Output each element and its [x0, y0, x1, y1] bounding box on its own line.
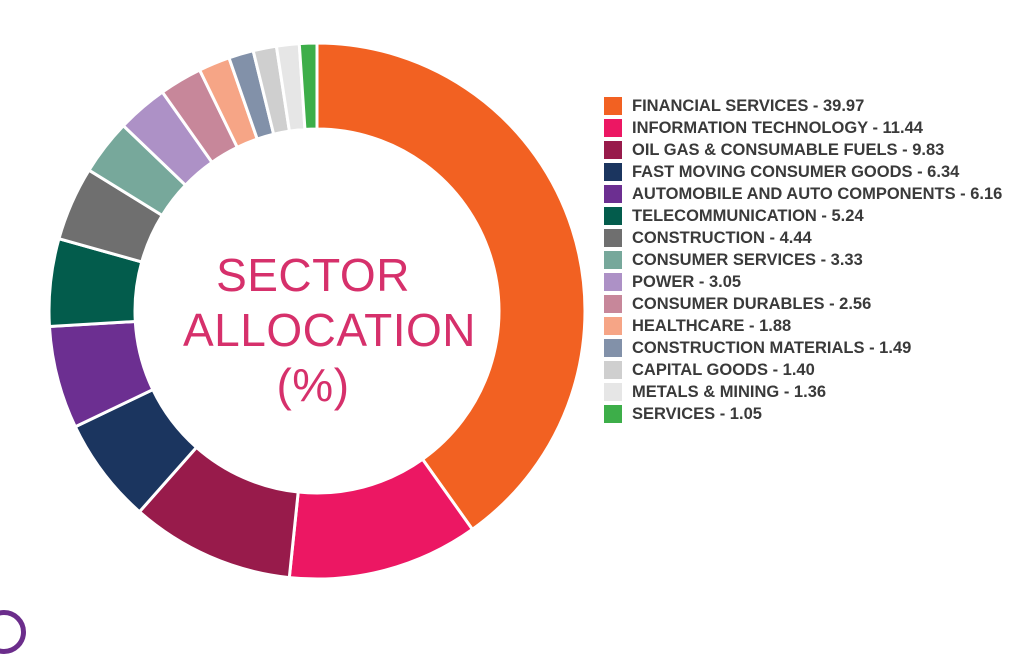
legend-item: FINANCIAL SERVICES - 39.97 — [604, 95, 1024, 117]
legend-swatch — [604, 163, 622, 181]
legend-swatch — [604, 405, 622, 423]
legend-item: CONSUMER DURABLES - 2.56 — [604, 293, 1024, 315]
legend-item: METALS & MINING - 1.36 — [604, 381, 1024, 403]
legend-label: CAPITAL GOODS - 1.40 — [632, 361, 815, 379]
legend-swatch — [604, 295, 622, 313]
center-title-line-3: (%) — [276, 359, 350, 411]
legend-item: POWER - 3.05 — [604, 271, 1024, 293]
legend-label: CONSTRUCTION MATERIALS - 1.49 — [632, 339, 912, 357]
donut-slice-0 — [315, 41, 587, 532]
legend-item: HEALTHCARE - 1.88 — [604, 315, 1024, 337]
legend-item: CONSTRUCTION MATERIALS - 1.49 — [604, 337, 1024, 359]
legend-item: TELECOMMUNICATION - 5.24 — [604, 205, 1024, 227]
legend-item: OIL GAS & CONSUMABLE FUELS - 9.83 — [604, 139, 1024, 161]
legend-label: SERVICES - 1.05 — [632, 405, 762, 423]
legend-label: HEALTHCARE - 1.88 — [632, 317, 792, 335]
center-title-line-2: ALLOCATION — [183, 304, 476, 356]
legend-item: AUTOMOBILE AND AUTO COMPONENTS - 6.16 — [604, 183, 1024, 205]
chart-legend: FINANCIAL SERVICES - 39.97 INFORMATION TE… — [604, 95, 1024, 425]
legend-label: FINANCIAL SERVICES - 39.97 — [632, 97, 865, 115]
legend-label: AUTOMOBILE AND AUTO COMPONENTS - 6.16 — [632, 185, 1003, 203]
legend-label: TELECOMMUNICATION - 5.24 — [632, 207, 864, 225]
legend-swatch — [604, 119, 622, 137]
legend-label: CONSTRUCTION - 4.44 — [632, 229, 812, 247]
legend-label: OIL GAS & CONSUMABLE FUELS - 9.83 — [632, 141, 945, 159]
legend-item: CONSTRUCTION - 4.44 — [604, 227, 1024, 249]
legend-item: CONSUMER SERVICES - 3.33 — [604, 249, 1024, 271]
legend-label: CONSUMER DURABLES - 2.56 — [632, 295, 872, 313]
legend-swatch — [604, 97, 622, 115]
legend-label: METALS & MINING - 1.36 — [632, 383, 827, 401]
legend-swatch — [604, 141, 622, 159]
sector-allocation-donut-chart — [47, 41, 587, 581]
legend-label: CONSUMER SERVICES - 3.33 — [632, 251, 863, 269]
legend-item: INFORMATION TECHNOLOGY - 11.44 — [604, 117, 1024, 139]
donut-slice-14 — [297, 41, 319, 131]
chart-center-title: SECTOR ALLOCATION (%) — [183, 248, 476, 413]
legend-item: CAPITAL GOODS - 1.40 — [604, 359, 1024, 381]
legend-swatch — [604, 383, 622, 401]
legend-swatch — [604, 251, 622, 269]
legend-swatch — [604, 361, 622, 379]
legend-swatch — [604, 273, 622, 291]
legend-item: FAST MOVING CONSUMER GOODS - 6.34 — [604, 161, 1024, 183]
legend-swatch — [604, 207, 622, 225]
legend-swatch — [604, 317, 622, 335]
legend-swatch — [604, 339, 622, 357]
legend-swatch — [604, 229, 622, 247]
legend-label: INFORMATION TECHNOLOGY - 11.44 — [632, 119, 923, 137]
legend-item: SERVICES - 1.05 — [604, 403, 1024, 425]
center-title-line-1: SECTOR — [216, 249, 410, 301]
legend-swatch — [604, 185, 622, 203]
legend-label: FAST MOVING CONSUMER GOODS - 6.34 — [632, 163, 960, 181]
legend-label: POWER - 3.05 — [632, 273, 742, 291]
